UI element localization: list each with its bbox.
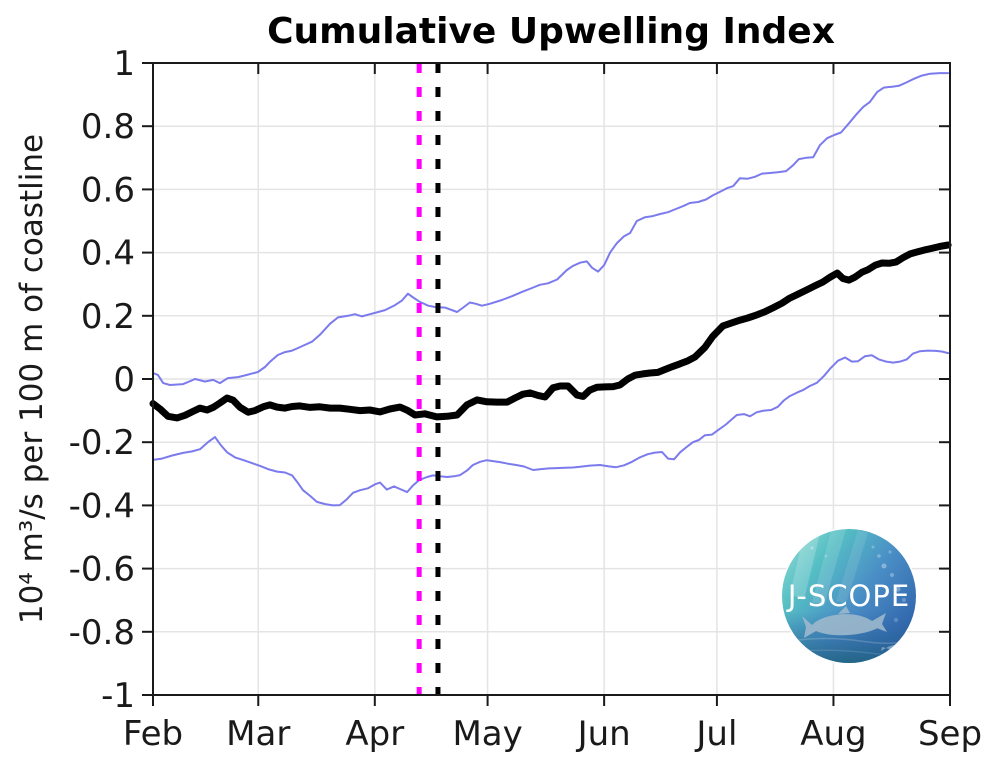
x-tick-label: Jun xyxy=(576,714,631,754)
y-tick-label: -0.6 xyxy=(69,550,135,590)
y-tick-label: 1 xyxy=(113,44,135,84)
y-tick-label: 0.6 xyxy=(81,170,135,210)
grid-layer xyxy=(152,62,951,696)
series-layer xyxy=(149,72,952,507)
x-tick-label: Aug xyxy=(800,714,866,754)
series-upper-bound-line xyxy=(152,72,950,386)
y-tick-label: 0.2 xyxy=(81,297,135,337)
chart-title: Cumulative Upwelling Index xyxy=(267,11,835,52)
bubbles-icon xyxy=(810,545,906,623)
axes-layer xyxy=(142,62,951,706)
y-tick-label: -0.8 xyxy=(69,613,135,653)
x-tick-label: Apr xyxy=(345,714,404,754)
y-tick-label: 0 xyxy=(113,360,135,400)
x-tick-label: Mar xyxy=(226,714,290,754)
y-tick-label: -0.4 xyxy=(69,486,135,526)
tick-labels-layer: Feb Mar Apr May Jun Jul Aug Sep -1 -0.8 -0.6 -0.4 -0… xyxy=(69,44,982,754)
jscope-logo-text: J-SCOPE xyxy=(786,579,910,613)
x-tick-label: May xyxy=(452,714,522,754)
y-tick-label: -0.2 xyxy=(69,423,135,463)
series-lower-bound-line xyxy=(152,349,950,507)
x-tick-label: Feb xyxy=(123,714,183,754)
logo-ocean-depth xyxy=(782,529,916,663)
x-tick-label: Sep xyxy=(918,714,982,754)
x-tick-label: Jul xyxy=(694,714,737,754)
jscope-logo: J-SCOPE xyxy=(780,527,918,665)
y-tick-label: -1 xyxy=(101,676,135,716)
series-mean-line xyxy=(149,241,952,422)
y-tick-label: 0.8 xyxy=(81,107,135,147)
y-tick-label: 0.4 xyxy=(81,234,135,274)
light-rays-icon xyxy=(790,529,868,606)
vlines-layer xyxy=(416,63,441,695)
y-axis-label: 10⁴ m³/s per 100 m of coastline xyxy=(14,134,50,624)
